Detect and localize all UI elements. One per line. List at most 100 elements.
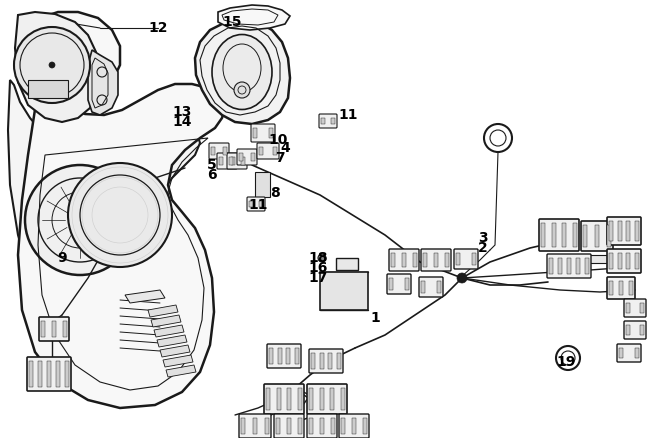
Bar — [627, 253, 630, 269]
Bar — [607, 225, 611, 247]
Bar — [253, 418, 257, 434]
Bar — [211, 147, 215, 155]
Text: 15: 15 — [222, 15, 242, 29]
Text: 10: 10 — [268, 133, 288, 147]
Bar — [472, 253, 476, 265]
FancyBboxPatch shape — [247, 197, 265, 211]
Bar — [541, 223, 545, 247]
Text: 3: 3 — [478, 231, 488, 245]
Bar — [562, 223, 566, 247]
Text: 18: 18 — [308, 251, 328, 265]
Bar — [352, 418, 356, 434]
FancyBboxPatch shape — [389, 249, 419, 271]
Bar — [298, 418, 302, 434]
Bar — [273, 147, 277, 155]
Bar — [583, 225, 587, 247]
Text: 11: 11 — [338, 108, 358, 122]
Bar — [56, 361, 60, 387]
Bar — [295, 348, 299, 364]
Circle shape — [25, 165, 135, 275]
Bar — [320, 272, 368, 310]
Polygon shape — [160, 345, 190, 357]
Text: 14: 14 — [172, 115, 192, 129]
FancyBboxPatch shape — [624, 299, 646, 317]
Circle shape — [14, 27, 90, 103]
Bar — [65, 361, 69, 387]
Text: 6: 6 — [207, 168, 217, 182]
Bar — [259, 147, 263, 155]
Polygon shape — [157, 335, 187, 347]
FancyBboxPatch shape — [264, 384, 304, 414]
FancyBboxPatch shape — [607, 277, 635, 299]
Bar — [609, 221, 613, 241]
Text: 12: 12 — [148, 21, 168, 35]
Bar — [29, 361, 33, 387]
Bar — [269, 128, 273, 138]
Bar — [309, 388, 313, 410]
Circle shape — [457, 273, 467, 283]
Bar — [549, 258, 553, 274]
Bar — [573, 223, 577, 247]
Polygon shape — [15, 12, 98, 122]
FancyBboxPatch shape — [237, 149, 257, 165]
Bar — [28, 80, 68, 98]
Text: 8: 8 — [270, 186, 280, 200]
Bar — [320, 418, 324, 434]
Text: 2: 2 — [478, 241, 488, 255]
Bar — [231, 157, 235, 165]
Bar — [321, 118, 325, 124]
Bar — [278, 348, 281, 364]
Bar — [63, 321, 67, 337]
Bar — [585, 258, 589, 274]
Bar — [277, 388, 281, 410]
Bar — [595, 225, 599, 247]
FancyBboxPatch shape — [309, 349, 343, 373]
FancyBboxPatch shape — [217, 153, 237, 169]
Polygon shape — [18, 12, 225, 408]
Bar — [413, 253, 417, 267]
Bar — [298, 388, 302, 410]
Polygon shape — [163, 355, 193, 367]
FancyBboxPatch shape — [421, 249, 451, 271]
Bar — [627, 221, 630, 241]
Bar — [320, 353, 324, 369]
FancyBboxPatch shape — [267, 344, 301, 368]
Bar — [330, 388, 334, 410]
Polygon shape — [88, 50, 118, 115]
Text: 13: 13 — [172, 105, 192, 119]
Circle shape — [49, 62, 55, 68]
Text: 17: 17 — [308, 271, 328, 285]
Bar — [253, 128, 257, 138]
Polygon shape — [154, 325, 184, 337]
Bar — [405, 278, 409, 290]
Bar — [337, 353, 341, 369]
Polygon shape — [218, 5, 290, 30]
Bar — [619, 348, 623, 358]
FancyBboxPatch shape — [539, 219, 579, 251]
FancyBboxPatch shape — [227, 153, 247, 169]
Bar — [311, 353, 315, 369]
FancyBboxPatch shape — [39, 317, 69, 341]
Text: 19: 19 — [556, 355, 576, 369]
Text: 7: 7 — [275, 151, 285, 165]
Bar — [341, 388, 345, 410]
Bar — [635, 348, 639, 358]
FancyBboxPatch shape — [239, 414, 271, 438]
Bar — [328, 353, 332, 369]
Bar — [629, 281, 633, 295]
Bar — [276, 418, 280, 434]
Bar — [331, 418, 335, 434]
Bar — [552, 223, 556, 247]
Bar — [558, 258, 562, 274]
FancyBboxPatch shape — [387, 274, 411, 294]
FancyBboxPatch shape — [617, 344, 641, 362]
Bar — [445, 253, 449, 267]
FancyBboxPatch shape — [319, 114, 337, 128]
Bar — [626, 303, 630, 313]
FancyBboxPatch shape — [624, 321, 646, 339]
Ellipse shape — [212, 35, 272, 110]
FancyBboxPatch shape — [209, 143, 229, 159]
Polygon shape — [195, 20, 290, 124]
Polygon shape — [125, 290, 165, 303]
FancyBboxPatch shape — [339, 414, 369, 438]
